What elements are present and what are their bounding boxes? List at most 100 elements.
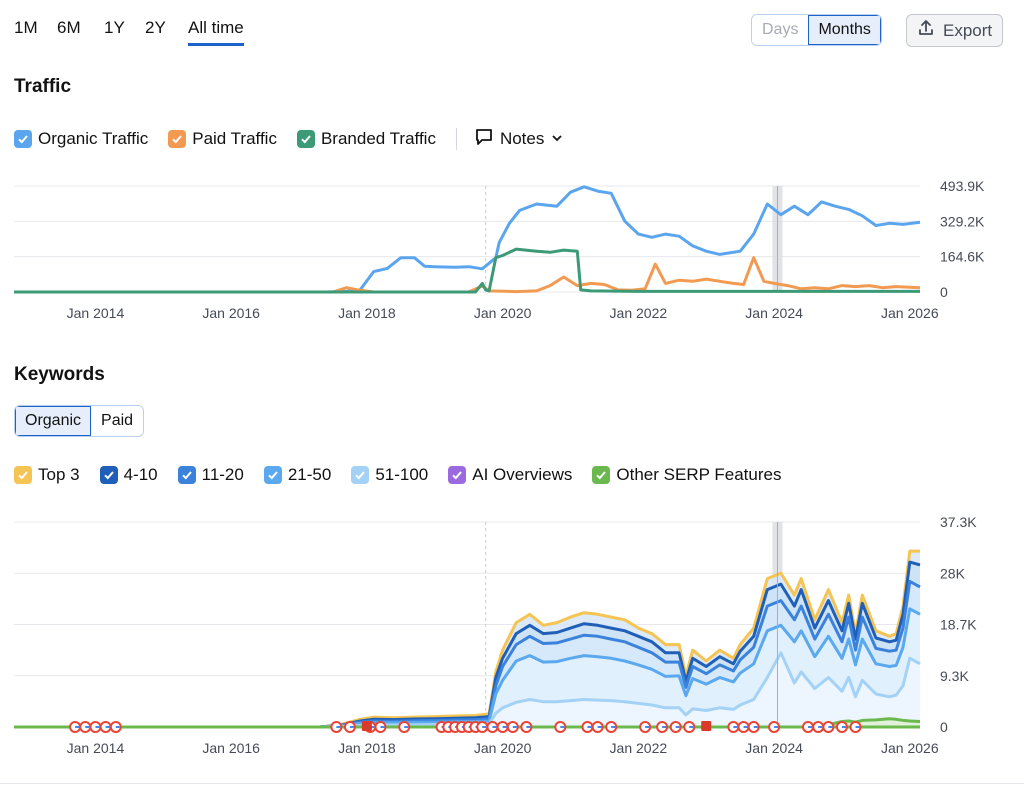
traffic-legend: Organic Traffic Paid Traffic Branded Tra… [14, 127, 563, 151]
period-tab-2y[interactable]: 2Y [145, 18, 166, 37]
google-update-icon [656, 721, 669, 733]
series-line-4-10 [14, 560, 921, 729]
google-update-icon [669, 721, 682, 733]
period-tab-1m[interactable]: 1M [14, 18, 38, 37]
period-tab-6m[interactable]: 6M [57, 18, 81, 37]
checkbox-icon [14, 130, 32, 148]
x-tick-label: Jan 2024 [745, 740, 803, 756]
keywords-chart[interactable]: 37.3K 28K 18.7K 9.3K 0 Jan 2014 Jan 2016 Jan 20… [0, 505, 1024, 765]
series-line-branded-traffic [14, 247, 920, 294]
google-update-icon [554, 721, 567, 733]
legend-label: 21-50 [287, 465, 332, 484]
notes-dropdown[interactable]: Notes [475, 128, 563, 151]
upload-icon [917, 19, 935, 42]
days-option[interactable]: Days [752, 15, 809, 45]
checkbox-icon [177, 466, 196, 484]
legend-label: Top 3 [38, 465, 80, 484]
y-tick-label: 9.3K [940, 668, 969, 684]
x-tick-label: Jan 2018 [338, 740, 396, 756]
traffic-chart[interactable]: 493.9K 329.2K 164.6K 0 Jan 2014 Jan 2016 Jan 2… [0, 170, 1024, 330]
x-tick-label: Jan 2018 [338, 305, 396, 321]
y-tick-label: 329.2K [940, 213, 985, 229]
export-button[interactable]: Export [906, 14, 1004, 47]
x-tick-label: Jan 2024 [745, 305, 803, 321]
x-tick-label: Jan 2026 [881, 305, 939, 321]
x-tick-label: Jan 2022 [610, 305, 668, 321]
flag-icon [361, 721, 372, 731]
google-update-icon [737, 721, 750, 733]
y-tick-label: 0 [940, 284, 948, 300]
series-line-11-20 [14, 579, 921, 729]
google-update-icon [520, 721, 533, 733]
series-area-51-100 [14, 652, 920, 727]
google-update-icon [99, 721, 112, 733]
google-update-icon [849, 721, 862, 733]
series-line-paid-traffic [14, 256, 921, 294]
x-tick-label: Jan 2022 [610, 740, 668, 756]
legend-label: 11-20 [201, 465, 244, 484]
google-update-icon [835, 721, 848, 733]
google-update-icon [79, 721, 92, 733]
legend-label: 51-100 [375, 465, 429, 484]
google-update-icon [605, 721, 618, 733]
google-update-icon [343, 721, 356, 733]
google-update-icon [802, 721, 815, 733]
google-update-icon [109, 721, 122, 733]
keywords-title: Keywords [14, 364, 105, 385]
legend-organic-traffic[interactable]: Organic Traffic [14, 129, 148, 149]
legend-label: Branded Traffic [320, 129, 436, 148]
google-update-icon [591, 721, 604, 733]
legend-label: Paid Traffic [192, 129, 277, 148]
legend-paid-traffic[interactable]: Paid Traffic [168, 129, 277, 149]
google-update-icon [639, 721, 652, 733]
x-tick-label: Jan 2016 [202, 740, 260, 756]
period-tab-all-time[interactable]: All time [188, 18, 244, 46]
google-update-icon [812, 721, 825, 733]
months-option[interactable]: Months [808, 15, 881, 45]
legend-label: AI Overviews [472, 465, 573, 484]
paid-tab[interactable]: Paid [91, 406, 144, 436]
legend-label: Other SERP Features [616, 465, 782, 484]
traffic-title: Traffic [14, 76, 72, 97]
google-update-icon [727, 721, 740, 733]
x-tick-label: Jan 2020 [474, 305, 532, 321]
google-update-icon [822, 721, 835, 733]
legend-11-20[interactable]: 11-20 [177, 465, 244, 485]
flag-icon [701, 721, 712, 731]
legend-other-serp-features[interactable]: Other SERP Features [592, 465, 781, 485]
notes-label: Notes [499, 129, 545, 148]
checkbox-icon [351, 466, 370, 484]
x-tick-label: Jan 2016 [202, 305, 260, 321]
checkbox-icon [168, 130, 187, 148]
legend-21-50[interactable]: 21-50 [263, 465, 332, 485]
google-update-icon [486, 721, 499, 733]
google-update-icon [506, 721, 519, 733]
legend-top-3[interactable]: Top 3 [14, 465, 80, 485]
legend-51-100[interactable]: 51-100 [351, 465, 428, 485]
bottom-divider [0, 783, 1024, 784]
legend-label: 4-10 [123, 465, 158, 484]
y-tick-label: 18.7K [940, 617, 977, 633]
legend-4-10[interactable]: 4-10 [99, 465, 158, 485]
google-update-icon [330, 721, 343, 733]
google-update-icon [768, 721, 781, 733]
checkbox-icon [14, 466, 32, 484]
checkbox-icon [99, 466, 118, 484]
organic-tab[interactable]: Organic [15, 406, 92, 436]
keywords-type-toggle: Organic Paid [14, 405, 145, 437]
checkbox-icon [448, 466, 467, 484]
legend-ai-overviews[interactable]: AI Overviews [448, 465, 572, 485]
period-tab-1y[interactable]: 1Y [104, 18, 125, 37]
y-tick-label: 37.3K [940, 514, 977, 530]
legend-divider [455, 128, 457, 150]
granularity-toggle: Days Months [751, 14, 882, 46]
google-update-icon [683, 721, 696, 733]
y-tick-label: 493.9K [940, 178, 985, 194]
google-update-icon [398, 721, 411, 733]
x-tick-label: Jan 2014 [67, 740, 125, 756]
y-tick-label: 0 [940, 719, 948, 735]
legend-branded-traffic[interactable]: Branded Traffic [296, 129, 436, 149]
series-area-21-50 [14, 608, 920, 727]
google-update-icon [747, 721, 760, 733]
y-tick-label: 28K [940, 565, 966, 581]
